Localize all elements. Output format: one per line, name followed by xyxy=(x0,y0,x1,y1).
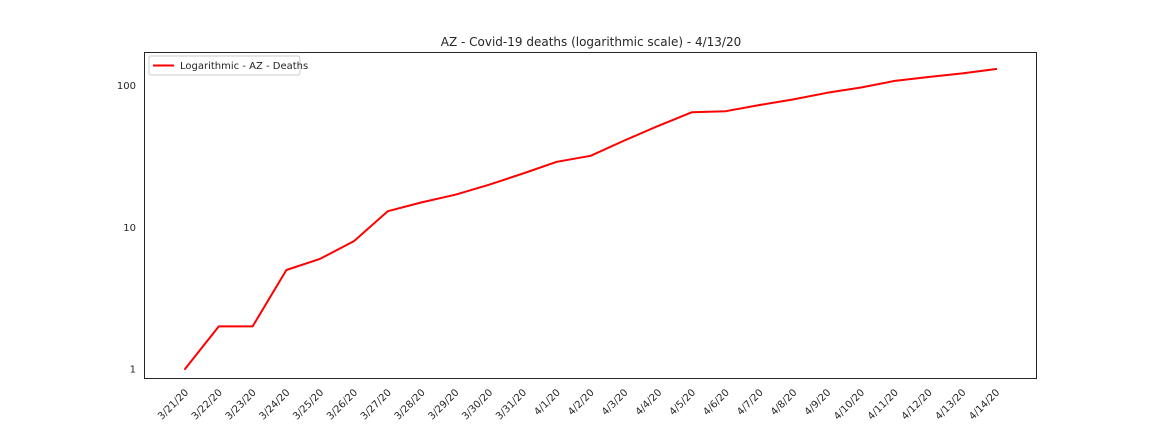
legend-box xyxy=(148,55,301,76)
legend-label: Logarithmic - AZ - Deaths xyxy=(180,61,308,72)
y-tick-label: 1 xyxy=(130,365,136,376)
chart-title: AZ - Covid-19 deaths (logarithmic scale)… xyxy=(441,35,741,49)
legend: Logarithmic - AZ - Deaths xyxy=(148,55,308,76)
series-line xyxy=(184,68,998,370)
plot-frame xyxy=(144,52,1037,379)
y-tick-label: 100 xyxy=(117,81,136,92)
y-tick-label: 10 xyxy=(123,223,136,234)
